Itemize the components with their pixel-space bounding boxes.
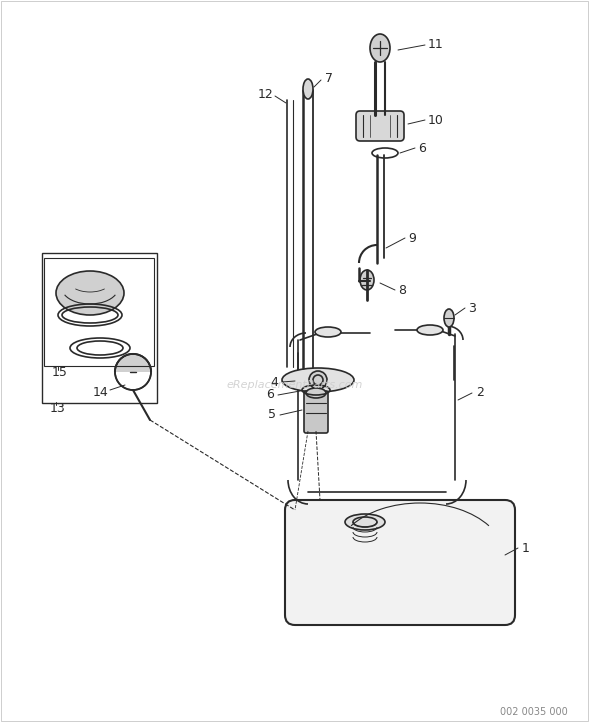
FancyBboxPatch shape bbox=[356, 111, 404, 141]
Text: 11: 11 bbox=[428, 38, 444, 51]
Text: 002 0035 000: 002 0035 000 bbox=[500, 707, 568, 717]
Text: 6: 6 bbox=[266, 388, 274, 401]
Text: 6: 6 bbox=[418, 142, 426, 155]
Text: eReplacementParts.com: eReplacementParts.com bbox=[227, 380, 363, 390]
Ellipse shape bbox=[56, 271, 124, 315]
Text: 7: 7 bbox=[325, 72, 333, 85]
Text: 1: 1 bbox=[522, 542, 530, 555]
Wedge shape bbox=[116, 355, 150, 372]
Text: 3: 3 bbox=[468, 301, 476, 315]
Bar bbox=[44, 258, 154, 366]
Text: 2: 2 bbox=[476, 387, 484, 400]
Text: 13: 13 bbox=[50, 401, 65, 414]
Text: 12: 12 bbox=[257, 88, 273, 101]
Text: 10: 10 bbox=[428, 114, 444, 127]
Bar bbox=[42, 253, 157, 403]
Ellipse shape bbox=[315, 327, 341, 337]
Ellipse shape bbox=[282, 368, 354, 392]
Text: 8: 8 bbox=[398, 283, 406, 296]
Ellipse shape bbox=[370, 34, 390, 62]
Ellipse shape bbox=[417, 325, 443, 335]
Text: 14: 14 bbox=[92, 385, 108, 398]
Text: 9: 9 bbox=[408, 231, 416, 244]
Text: 15: 15 bbox=[52, 366, 68, 379]
Circle shape bbox=[309, 371, 327, 389]
Ellipse shape bbox=[345, 514, 385, 530]
Ellipse shape bbox=[444, 309, 454, 327]
Ellipse shape bbox=[306, 388, 326, 398]
FancyBboxPatch shape bbox=[285, 500, 515, 625]
Text: 5: 5 bbox=[268, 408, 276, 422]
FancyBboxPatch shape bbox=[304, 391, 328, 433]
Ellipse shape bbox=[360, 270, 374, 290]
Text: 4: 4 bbox=[270, 375, 278, 388]
Ellipse shape bbox=[303, 79, 313, 99]
